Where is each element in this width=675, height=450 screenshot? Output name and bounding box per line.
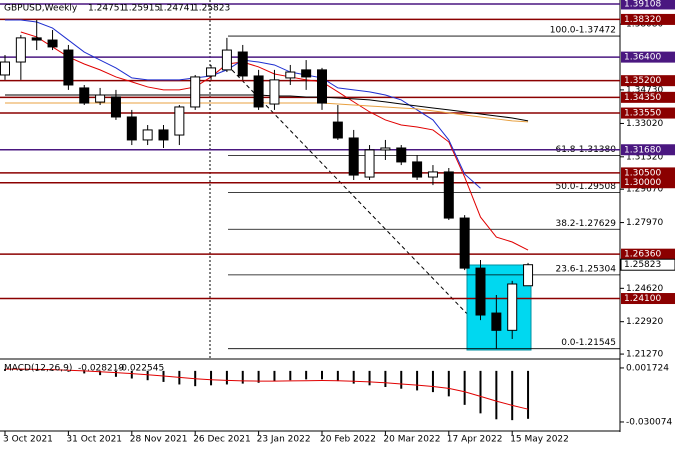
candle-body [126,116,137,141]
level-label: 1.30000 [624,178,661,188]
candle-body [0,61,10,76]
candle-body [31,37,42,41]
ohlc-open: 1.24751 [88,4,125,14]
candle-body [332,121,343,139]
candle-body [142,129,153,141]
level-label-bg [621,107,675,119]
candle-body [412,161,423,178]
candle-body [237,51,248,77]
candle-body [491,312,502,331]
x-tick-label: 23 Jan 2022 [257,435,311,445]
level-label-bg [621,75,675,87]
level-label: 1.38320 [624,15,661,25]
candle-body [475,267,486,316]
candle-body [15,37,26,63]
fib-label: 0.0-1.21545 [561,338,616,348]
candle-body [110,96,121,118]
current-price-bg [620,258,675,271]
level-label: 1.34350 [624,93,661,103]
y-tick-label: 1.34730 [626,85,663,95]
level-label-bg [621,144,675,156]
level-label: 1.31680 [624,145,661,155]
level-label-bg [621,91,675,103]
fib-label: 100.0-1.37472 [550,26,616,36]
candle-body [95,94,106,103]
candle-body [47,39,58,48]
macd-signal-value: -0.022545 [118,364,164,374]
signal-line [5,368,529,410]
level-label-bg [621,0,675,10]
x-tick-label: 15 May 2022 [510,435,569,445]
fib-label: 23.6-1.25304 [555,264,616,274]
candle-body [285,71,296,79]
level-label-bg [621,13,675,25]
candle-body [174,106,185,136]
x-tick-label: 17 Apr 2022 [447,435,503,445]
indicator-line [5,102,529,123]
candle-body [79,87,90,104]
level-label: 1.30500 [624,168,661,178]
level-label: 1.26360 [624,250,661,260]
y-tick-label: -0.030074 [626,417,672,427]
y-tick-label: 1.31320 [626,152,663,162]
level-label: 1.39108 [624,0,661,9]
y-tick-label: 0.001724 [626,363,669,373]
candle-body [190,76,201,108]
ohlc-low: 1.24741 [158,4,195,14]
x-tick-label: 20 Mar 2022 [383,435,440,445]
fib-label: 50.0-1.29508 [555,182,616,192]
level-label: 1.36400 [624,53,661,63]
level-label: 1.35200 [624,76,661,86]
candle-body [427,171,438,178]
symbol-title: GBPUSD,Weekly [4,4,78,14]
x-tick-label: 31 Oct 2021 [66,435,122,445]
candle-body [206,67,217,77]
indicator-line [5,94,529,122]
level-label: 1.33550 [624,109,661,119]
macd-title: MACD(12,26,9) [4,364,72,374]
candle-body [221,49,232,71]
candle-body [523,264,534,287]
level-label: 1.24100 [624,294,661,304]
x-tick-label: 26 Dec 2021 [193,435,251,445]
x-tick-label: 28 Nov 2021 [130,435,188,445]
level-label-bg [621,248,675,260]
candle-body [380,147,391,151]
candle-body [269,79,280,105]
y-tick-label: 1.22920 [626,317,663,327]
x-tick-label: 20 Feb 2022 [320,435,376,445]
fib-label: 38.2-1.27629 [555,219,616,229]
ohlc-high: 1.25915 [123,4,160,14]
trend-line [231,69,501,349]
candle-body [253,75,264,108]
level-label-bg [621,177,675,189]
macd-main-value: -0.028219 [78,364,124,374]
candle-body [158,129,169,141]
x-tick-label: 3 Oct 2021 [3,435,53,445]
y-tick-label: 1.21270 [626,350,663,360]
level-label-bg [621,293,675,305]
y-tick-label: 1.27970 [626,218,663,228]
candle-body [507,283,518,331]
candle-body [443,171,454,219]
candle-body [459,217,470,269]
y-tick-label: 1.33020 [626,119,663,129]
candle-body [364,149,375,178]
candle-body [348,137,359,176]
candle-body [396,147,407,163]
level-label-bg [621,167,675,179]
ohlc-close: 1.25823 [193,4,230,14]
candle-body [63,49,74,86]
candle-body [301,69,312,78]
current-price-label: 1.25823 [624,260,661,270]
y-tick-label: 1.29670 [626,185,663,195]
level-label-bg [621,51,675,63]
y-tick-label: 1.24620 [626,284,663,294]
candle-body [317,69,327,104]
